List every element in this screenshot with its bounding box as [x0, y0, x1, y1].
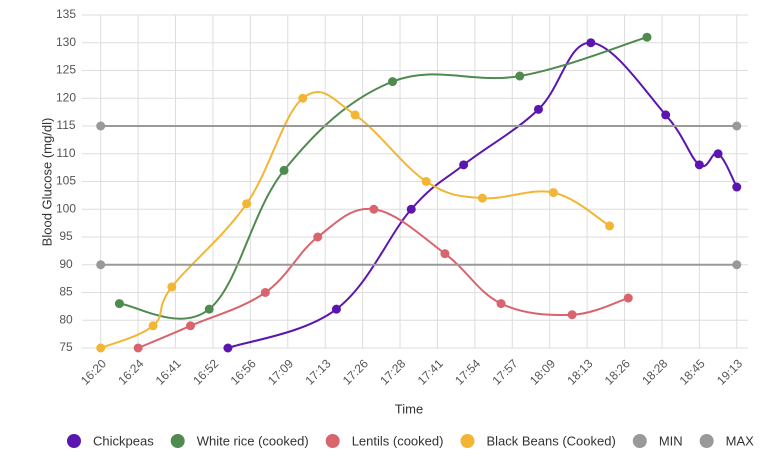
x-tick-label: 18:09 — [527, 356, 558, 387]
data-point — [713, 149, 723, 159]
legend-label: White rice (cooked) — [197, 433, 309, 448]
x-tick-label: 16:52 — [190, 356, 221, 387]
data-point — [242, 199, 252, 209]
series-line — [119, 36, 648, 320]
y-tick-label: 120 — [56, 90, 76, 104]
legend-label: Chickpeas — [93, 433, 154, 448]
legend-label: MIN — [659, 433, 683, 448]
data-point — [477, 193, 487, 203]
y-axis-label: Blood Glucose (mg/dl) — [39, 118, 54, 247]
data-point — [694, 160, 704, 170]
x-tick-label: 19:13 — [714, 356, 745, 387]
data-point — [459, 160, 469, 170]
series-line — [137, 207, 629, 349]
data-point — [567, 310, 577, 320]
data-point — [96, 343, 106, 353]
data-point — [114, 299, 124, 309]
data-point — [350, 110, 360, 120]
legend: Chickpeas White rice (cooked) Lentils (coo… — [67, 433, 754, 448]
data-point — [313, 232, 323, 242]
data-point — [515, 71, 525, 81]
x-tick-label: 18:26 — [602, 356, 633, 387]
legend-marker — [67, 434, 81, 448]
data-point — [167, 282, 177, 292]
data-point — [586, 38, 596, 48]
data-point — [279, 165, 289, 175]
y-tick-label: 85 — [59, 285, 73, 299]
data-point — [623, 293, 633, 303]
data-point — [223, 343, 233, 353]
legend-label: Black Beans (Cooked) — [486, 433, 615, 448]
data-point — [186, 321, 196, 331]
data-point — [369, 204, 379, 214]
data-point — [496, 299, 506, 309]
y-tick-label: 115 — [56, 118, 75, 132]
x-tick-label: 16:56 — [228, 356, 259, 387]
legend-marker — [632, 434, 647, 448]
data-point — [204, 304, 214, 314]
y-tick-label: 110 — [56, 146, 75, 160]
legend-marker — [170, 434, 185, 448]
x-axis-label: Time — [395, 401, 423, 416]
y-tick-label: 90 — [59, 257, 73, 271]
x-tick-label: 18:28 — [639, 356, 670, 387]
legend-marker — [460, 434, 475, 448]
data-point — [533, 104, 543, 114]
x-tick-label: 17:13 — [302, 356, 333, 387]
data-point — [732, 260, 742, 270]
legend-label: Lentils (cooked) — [352, 433, 444, 448]
data-point — [548, 188, 558, 198]
x-tick-label: 18:45 — [677, 356, 708, 387]
x-tick-label: 17:28 — [377, 356, 408, 387]
series-line — [100, 91, 611, 349]
x-tick-label: 17:41 — [415, 356, 446, 387]
x-tick-label: 16:20 — [78, 356, 109, 387]
data-point — [148, 321, 158, 331]
data-point — [331, 304, 341, 314]
data-point — [732, 121, 742, 131]
x-tick-label: 18:13 — [564, 356, 595, 387]
y-tick-label: 105 — [56, 174, 76, 188]
data-point — [96, 260, 106, 270]
x-tick-label: 17:09 — [265, 356, 296, 387]
data-point — [406, 204, 416, 214]
y-tick-label: 130 — [56, 35, 76, 49]
x-tick-label: 16:41 — [153, 356, 184, 387]
y-tick-label: 95 — [59, 229, 73, 243]
data-point — [732, 182, 742, 192]
x-tick-label: 17:57 — [490, 356, 521, 387]
x-tick-label: 17:54 — [452, 356, 483, 387]
data-point — [260, 288, 270, 297]
legend-marker — [325, 434, 340, 448]
x-tick-label: 17:26 — [340, 356, 371, 387]
data-point — [440, 249, 450, 259]
data-point — [661, 110, 671, 120]
y-tick-label: 100 — [56, 201, 76, 215]
data-point — [421, 177, 431, 186]
data-point — [605, 221, 615, 231]
data-point — [96, 121, 106, 131]
y-tick-label: 75 — [59, 340, 73, 354]
y-tick-label: 125 — [56, 63, 76, 77]
data-point — [133, 343, 143, 353]
x-tick-label: 16:24 — [115, 356, 146, 387]
legend-marker — [699, 434, 714, 448]
data-point — [298, 93, 308, 103]
y-tick-label: 80 — [59, 312, 73, 326]
data-point — [642, 32, 652, 42]
y-tick-label: 135 — [56, 7, 76, 21]
legend-label: MAX — [726, 433, 755, 448]
data-point — [388, 77, 398, 87]
